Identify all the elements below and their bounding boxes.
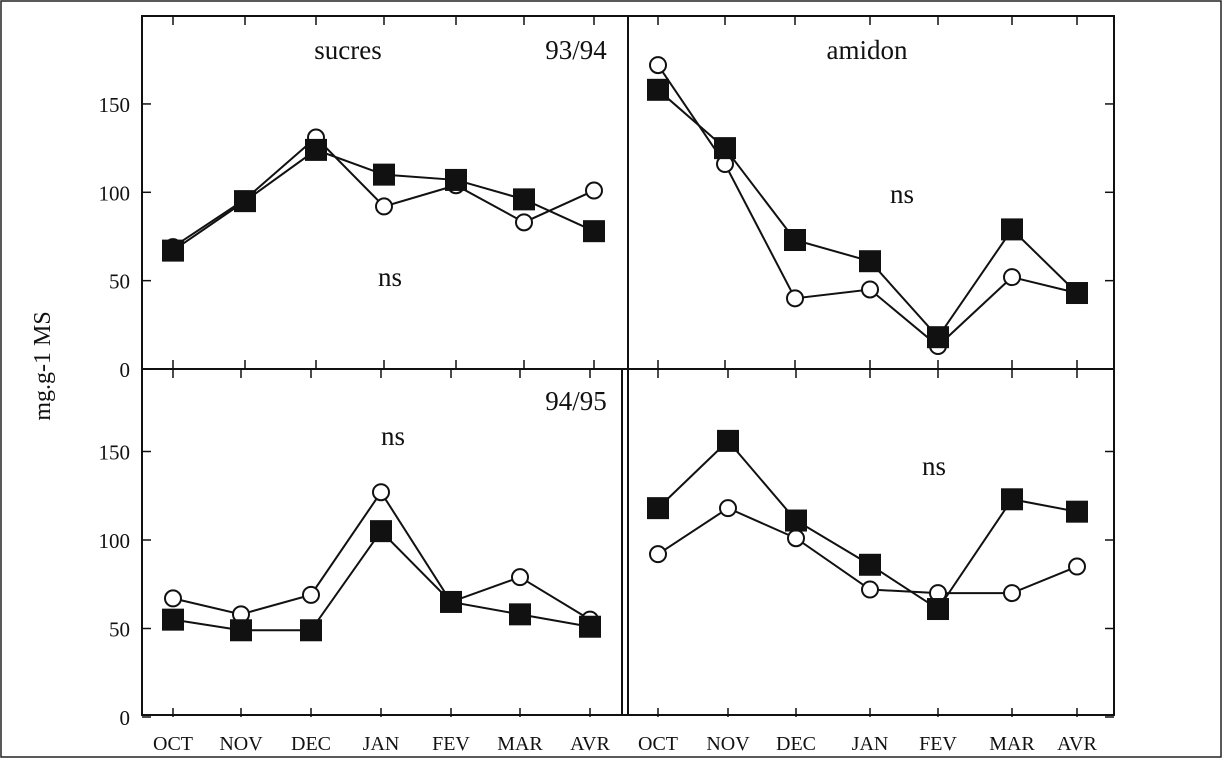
point-square-bottom-right-DEC <box>785 509 807 532</box>
point-square-top-right-MAR <box>1001 218 1023 241</box>
x-tick-label-bottom-left-JAN: JAN <box>363 733 400 755</box>
point-circle-top-right-MAR <box>1003 268 1021 287</box>
point-square-top-left-AVR <box>583 220 605 243</box>
y-tick-label-top-left-150: 150 <box>99 93 131 117</box>
point-circle-bottom-left-MAR <box>511 568 529 587</box>
point-square-bottom-right-NOV <box>717 429 739 452</box>
point-circle-top-left-AVR <box>585 181 603 200</box>
x-tick-label-bottom-right-FEV: FEV <box>919 733 957 755</box>
point-square-top-left-JAN <box>373 163 395 186</box>
panel-title-amidon: amidon <box>827 35 908 65</box>
ns-label-bottom-right: ns <box>922 451 946 481</box>
point-circle-bottom-right-MAR <box>1003 584 1021 603</box>
point-circle-top-left-MAR <box>515 213 533 232</box>
panel-frame-top-right <box>627 15 1115 370</box>
point-square-top-right-DEC <box>784 229 806 252</box>
y-tick-label-bottom-left-150: 150 <box>99 441 131 465</box>
period-label-94-95: 94/95 <box>545 386 607 416</box>
panel-frame-bottom-left <box>141 368 629 716</box>
point-circle-top-left-JAN <box>375 197 393 216</box>
point-square-top-left-DEC <box>305 138 327 161</box>
point-square-bottom-left-JAN <box>370 520 392 543</box>
point-circle-bottom-right-NOV <box>719 499 737 518</box>
x-tick-label-bottom-left-AVR: AVR <box>570 733 610 755</box>
y-tick-label-top-left-0: 0 <box>120 358 131 382</box>
point-circle-bottom-left-DEC <box>302 585 320 604</box>
x-tick-label-bottom-right-OCT: OCT <box>638 733 678 755</box>
point-square-top-left-OCT <box>162 239 184 262</box>
x-tick-label-bottom-left-NOV: NOV <box>219 733 263 755</box>
series-line-bottom-left-open-circle <box>172 490 591 621</box>
series-line-top-right-filled-square <box>657 89 1078 339</box>
point-square-top-left-NOV <box>234 190 256 213</box>
point-circle-bottom-right-DEC <box>787 529 805 548</box>
point-square-bottom-right-AVR <box>1066 500 1088 523</box>
point-square-top-right-AVR <box>1066 282 1088 305</box>
point-square-top-left-FEV <box>445 168 467 191</box>
x-tick-label-bottom-right-MAR: MAR <box>989 733 1035 755</box>
point-square-top-right-JAN <box>859 250 881 273</box>
point-circle-top-right-JAN <box>861 280 879 299</box>
point-circle-bottom-right-OCT <box>649 545 667 564</box>
series-line-top-right-open-circle <box>657 64 1078 348</box>
point-circle-bottom-right-AVR <box>1068 557 1086 576</box>
point-square-bottom-right-MAR <box>1001 488 1023 511</box>
x-tick-label-bottom-right-JAN: JAN <box>852 733 889 755</box>
point-circle-bottom-left-JAN <box>372 483 390 502</box>
panel-frame-bottom-right <box>621 368 1115 716</box>
y-tick-label-bottom-left-0: 0 <box>120 706 131 730</box>
point-circle-bottom-left-OCT <box>164 589 182 608</box>
ns-label-bottom-left: ns <box>381 421 405 451</box>
point-square-bottom-left-OCT <box>162 608 184 631</box>
point-square-bottom-right-JAN <box>859 553 881 576</box>
x-tick-label-bottom-left-FEV: FEV <box>432 733 470 755</box>
point-square-bottom-right-FEV <box>927 598 949 621</box>
x-tick-label-bottom-left-OCT: OCT <box>153 733 193 755</box>
point-square-top-right-OCT <box>647 78 669 101</box>
point-square-top-right-NOV <box>714 137 736 160</box>
point-square-bottom-left-MAR <box>509 603 531 626</box>
y-tick-label-bottom-left-50: 50 <box>109 618 130 642</box>
x-tick-label-bottom-left-DEC: DEC <box>291 733 331 755</box>
x-tick-label-bottom-right-DEC: DEC <box>776 733 816 755</box>
x-tick-label-bottom-right-NOV: NOV <box>706 733 750 755</box>
point-circle-bottom-right-JAN <box>861 580 879 599</box>
point-square-bottom-left-NOV <box>230 619 252 642</box>
point-square-bottom-left-AVR <box>579 615 601 638</box>
point-circle-top-right-OCT <box>649 56 667 75</box>
point-square-top-left-MAR <box>513 188 535 211</box>
x-tick-label-bottom-left-MAR: MAR <box>497 733 543 755</box>
point-circle-top-right-DEC <box>786 289 804 308</box>
y-axis-label: mg.g-1 MS <box>30 311 56 420</box>
y-tick-label-bottom-left-100: 100 <box>99 529 131 553</box>
point-square-bottom-left-FEV <box>440 590 462 613</box>
ns-label-top-right: ns <box>890 179 914 209</box>
point-square-bottom-right-OCT <box>647 497 669 520</box>
x-tick-label-bottom-right-AVR: AVR <box>1057 733 1097 755</box>
panel-frame-top-left <box>141 15 629 370</box>
period-label-93-94: 93/94 <box>545 35 607 65</box>
point-square-top-right-FEV <box>927 326 949 349</box>
point-square-bottom-left-DEC <box>300 619 322 642</box>
ns-label-top-left: ns <box>378 262 402 292</box>
panel-title-sucres: sucres <box>314 35 381 65</box>
y-tick-label-top-left-50: 50 <box>109 270 130 294</box>
y-tick-label-top-left-100: 100 <box>99 181 131 205</box>
series-line-bottom-right-open-circle <box>657 507 1078 595</box>
